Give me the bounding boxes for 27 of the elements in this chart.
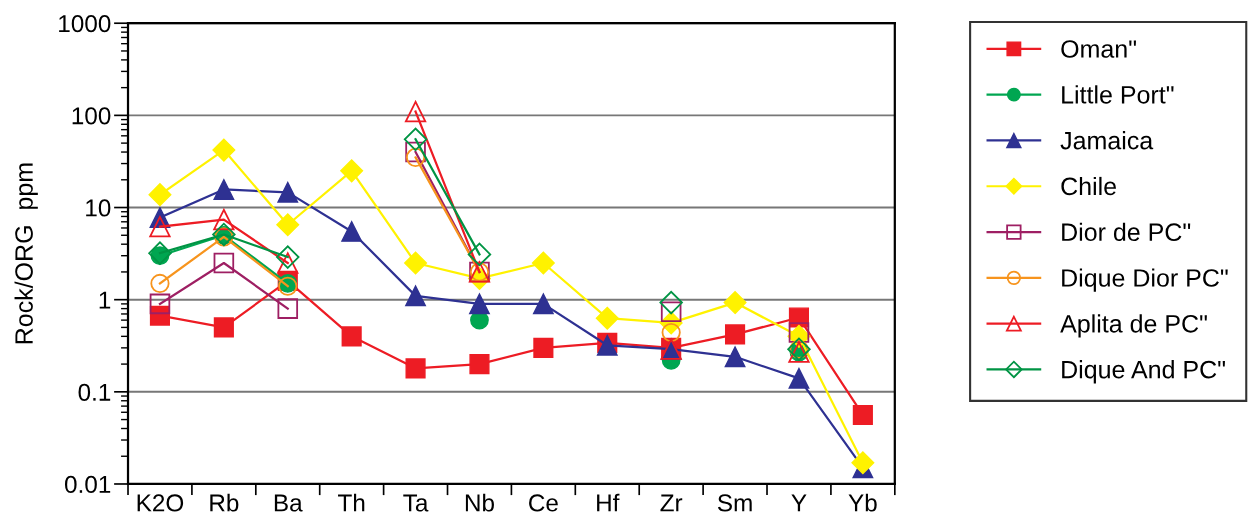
legend-label: Chile — [1061, 176, 1116, 196]
x-tick-label: Th — [338, 493, 365, 512]
x-tick-label: K2O — [137, 494, 184, 512]
legend-label: Dior de PC" — [1062, 222, 1191, 242]
x-tick-label: Ba — [274, 494, 303, 512]
y-tick-label: 100 — [72, 107, 111, 125]
legend-label: Oman" — [1061, 40, 1137, 58]
x-tick-label: Yb — [848, 493, 877, 512]
x-tick-label: Nb — [465, 493, 494, 512]
legend-label: Jamaica — [1060, 131, 1154, 150]
x-tick-label: Rb — [210, 493, 239, 512]
x-tick-label: Ta — [403, 494, 429, 512]
y-tick-label: 10 — [86, 199, 111, 217]
y-tick-label: 1000 — [59, 15, 111, 33]
y-tick-label: 1 — [99, 291, 111, 309]
legend-label: Aplita de PC" — [1060, 314, 1207, 338]
x-tick-label: Zr — [660, 494, 683, 512]
y-tick-label: 0.1 — [78, 383, 111, 401]
x-tick-label: Sm — [717, 494, 752, 512]
x-tick-label: Y — [791, 494, 807, 512]
x-tick-label: Ce — [529, 494, 558, 512]
y-tick-label: 0.01 — [64, 475, 111, 494]
y-axis-title: Rock/ORG ppm — [14, 163, 38, 344]
legend-label: Dique Dior PC" — [1062, 268, 1228, 292]
x-tick-label: Hf — [597, 493, 620, 512]
legend-label: Dique And PC" — [1062, 360, 1225, 384]
legend-label: Little Port" — [1062, 85, 1174, 104]
